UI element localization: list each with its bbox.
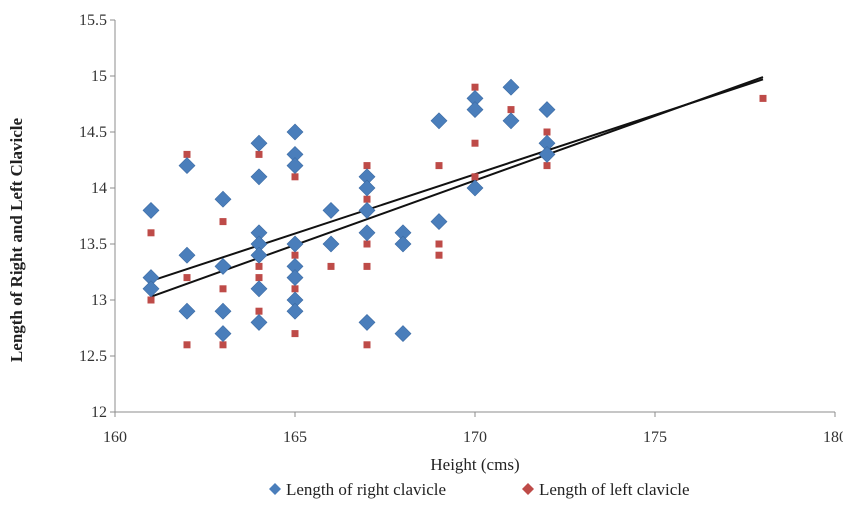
right-clavicle-point	[250, 134, 268, 152]
x-tick-label: 175	[643, 429, 667, 446]
left-clavicle-point	[543, 162, 551, 170]
right-clavicle-point	[250, 280, 268, 298]
left-clavicle-point	[435, 162, 443, 170]
left-clavicle-point	[147, 229, 155, 237]
right-clavicle-point	[502, 112, 520, 130]
right-clavicle-point	[286, 157, 304, 175]
right-clavicle-point	[358, 313, 376, 331]
axes	[110, 19, 836, 417]
y-tick-label: 12	[91, 404, 107, 421]
left-clavicle-point	[183, 274, 191, 282]
left-clavicle-point	[507, 106, 515, 114]
right-clavicle-point	[286, 123, 304, 141]
left-clavicle-point	[219, 218, 227, 226]
right-clavicle-point	[502, 78, 520, 96]
y-tick-label: 13.5	[79, 236, 107, 253]
left-clavicle-point	[219, 341, 227, 349]
left-clavicle-point	[435, 251, 443, 259]
left-clavicle-point	[363, 341, 371, 349]
legend-label-left-clavicle: Length of left clavicle	[539, 480, 690, 499]
legend: Length of right clavicle Length of left c…	[269, 480, 690, 499]
left-clavicle-point	[363, 262, 371, 270]
right-clavicle-point	[322, 201, 340, 219]
left-clavicle-point	[291, 173, 299, 181]
right-clavicle-point	[178, 302, 196, 320]
right-clavicle-point	[286, 269, 304, 287]
right-clavicle-point	[178, 246, 196, 264]
legend-marker-right-clavicle	[269, 483, 281, 495]
right-clavicle-point	[358, 224, 376, 242]
y-tick-label: 14	[91, 180, 107, 197]
right-clavicle-point	[250, 246, 268, 264]
right-clavicle-point	[322, 235, 340, 253]
trendline-left	[150, 76, 764, 298]
right-clavicle-point	[214, 325, 232, 343]
left-clavicle-point	[183, 150, 191, 158]
x-tick-label: 160	[103, 429, 127, 446]
left-clavicle-point	[255, 307, 263, 315]
left-clavicle-point	[471, 139, 479, 147]
left-clavicle-point	[183, 341, 191, 349]
x-tick-label: 170	[463, 429, 487, 446]
y-tick-label: 12.5	[79, 348, 107, 365]
y-tick-label: 15.5	[79, 12, 107, 29]
y-axis-title: Length of Right and Left Clavicle	[7, 117, 26, 362]
data-points	[142, 78, 767, 349]
tick-labels: 12 12.5 13 13.5 14 14.5 15 15.5 160 165 170 175 180	[79, 12, 843, 446]
right-clavicle-point	[538, 145, 556, 163]
right-clavicle-point	[250, 168, 268, 186]
left-clavicle-point	[291, 330, 299, 338]
x-tick-label: 180	[823, 429, 843, 446]
right-clavicle-point	[250, 313, 268, 331]
x-axis-title: Height (cms)	[430, 455, 519, 474]
left-clavicle-point	[543, 128, 551, 136]
right-clavicle-point	[214, 257, 232, 275]
right-clavicle-point	[214, 190, 232, 208]
left-clavicle-point	[327, 262, 335, 270]
legend-label-right-clavicle: Length of right clavicle	[286, 480, 446, 499]
left-clavicle-point	[363, 195, 371, 203]
right-clavicle-point	[286, 302, 304, 320]
left-clavicle-point	[363, 240, 371, 248]
legend-marker-left-clavicle	[522, 483, 534, 495]
left-clavicle-point	[255, 274, 263, 282]
left-clavicle-point	[759, 94, 767, 102]
right-clavicle-point	[358, 179, 376, 197]
right-clavicle-point	[358, 201, 376, 219]
right-clavicle-point	[466, 179, 484, 197]
right-clavicle-point	[286, 235, 304, 253]
right-clavicle-point	[142, 280, 160, 298]
trendlines	[150, 76, 764, 298]
right-clavicle-point	[178, 157, 196, 175]
y-tick-label: 15	[91, 68, 107, 85]
right-clavicle-point	[394, 235, 412, 253]
left-clavicle-point	[255, 262, 263, 270]
left-clavicle-point	[147, 296, 155, 304]
left-clavicle-point	[471, 173, 479, 181]
left-clavicle-point	[435, 240, 443, 248]
y-tick-label: 14.5	[79, 124, 107, 141]
left-clavicle-point	[471, 83, 479, 91]
right-clavicle-point	[466, 101, 484, 119]
left-clavicle-point	[363, 162, 371, 170]
left-clavicle-point	[291, 251, 299, 259]
left-clavicle-point	[219, 285, 227, 293]
right-clavicle-point	[142, 201, 160, 219]
y-tick-label: 13	[91, 292, 107, 309]
right-clavicle-point	[394, 325, 412, 343]
right-clavicle-point	[430, 213, 448, 231]
x-tick-label: 165	[283, 429, 307, 446]
right-clavicle-point	[538, 101, 556, 119]
right-clavicle-point	[430, 112, 448, 130]
right-clavicle-point	[214, 302, 232, 320]
left-clavicle-point	[255, 150, 263, 158]
left-clavicle-point	[291, 285, 299, 293]
